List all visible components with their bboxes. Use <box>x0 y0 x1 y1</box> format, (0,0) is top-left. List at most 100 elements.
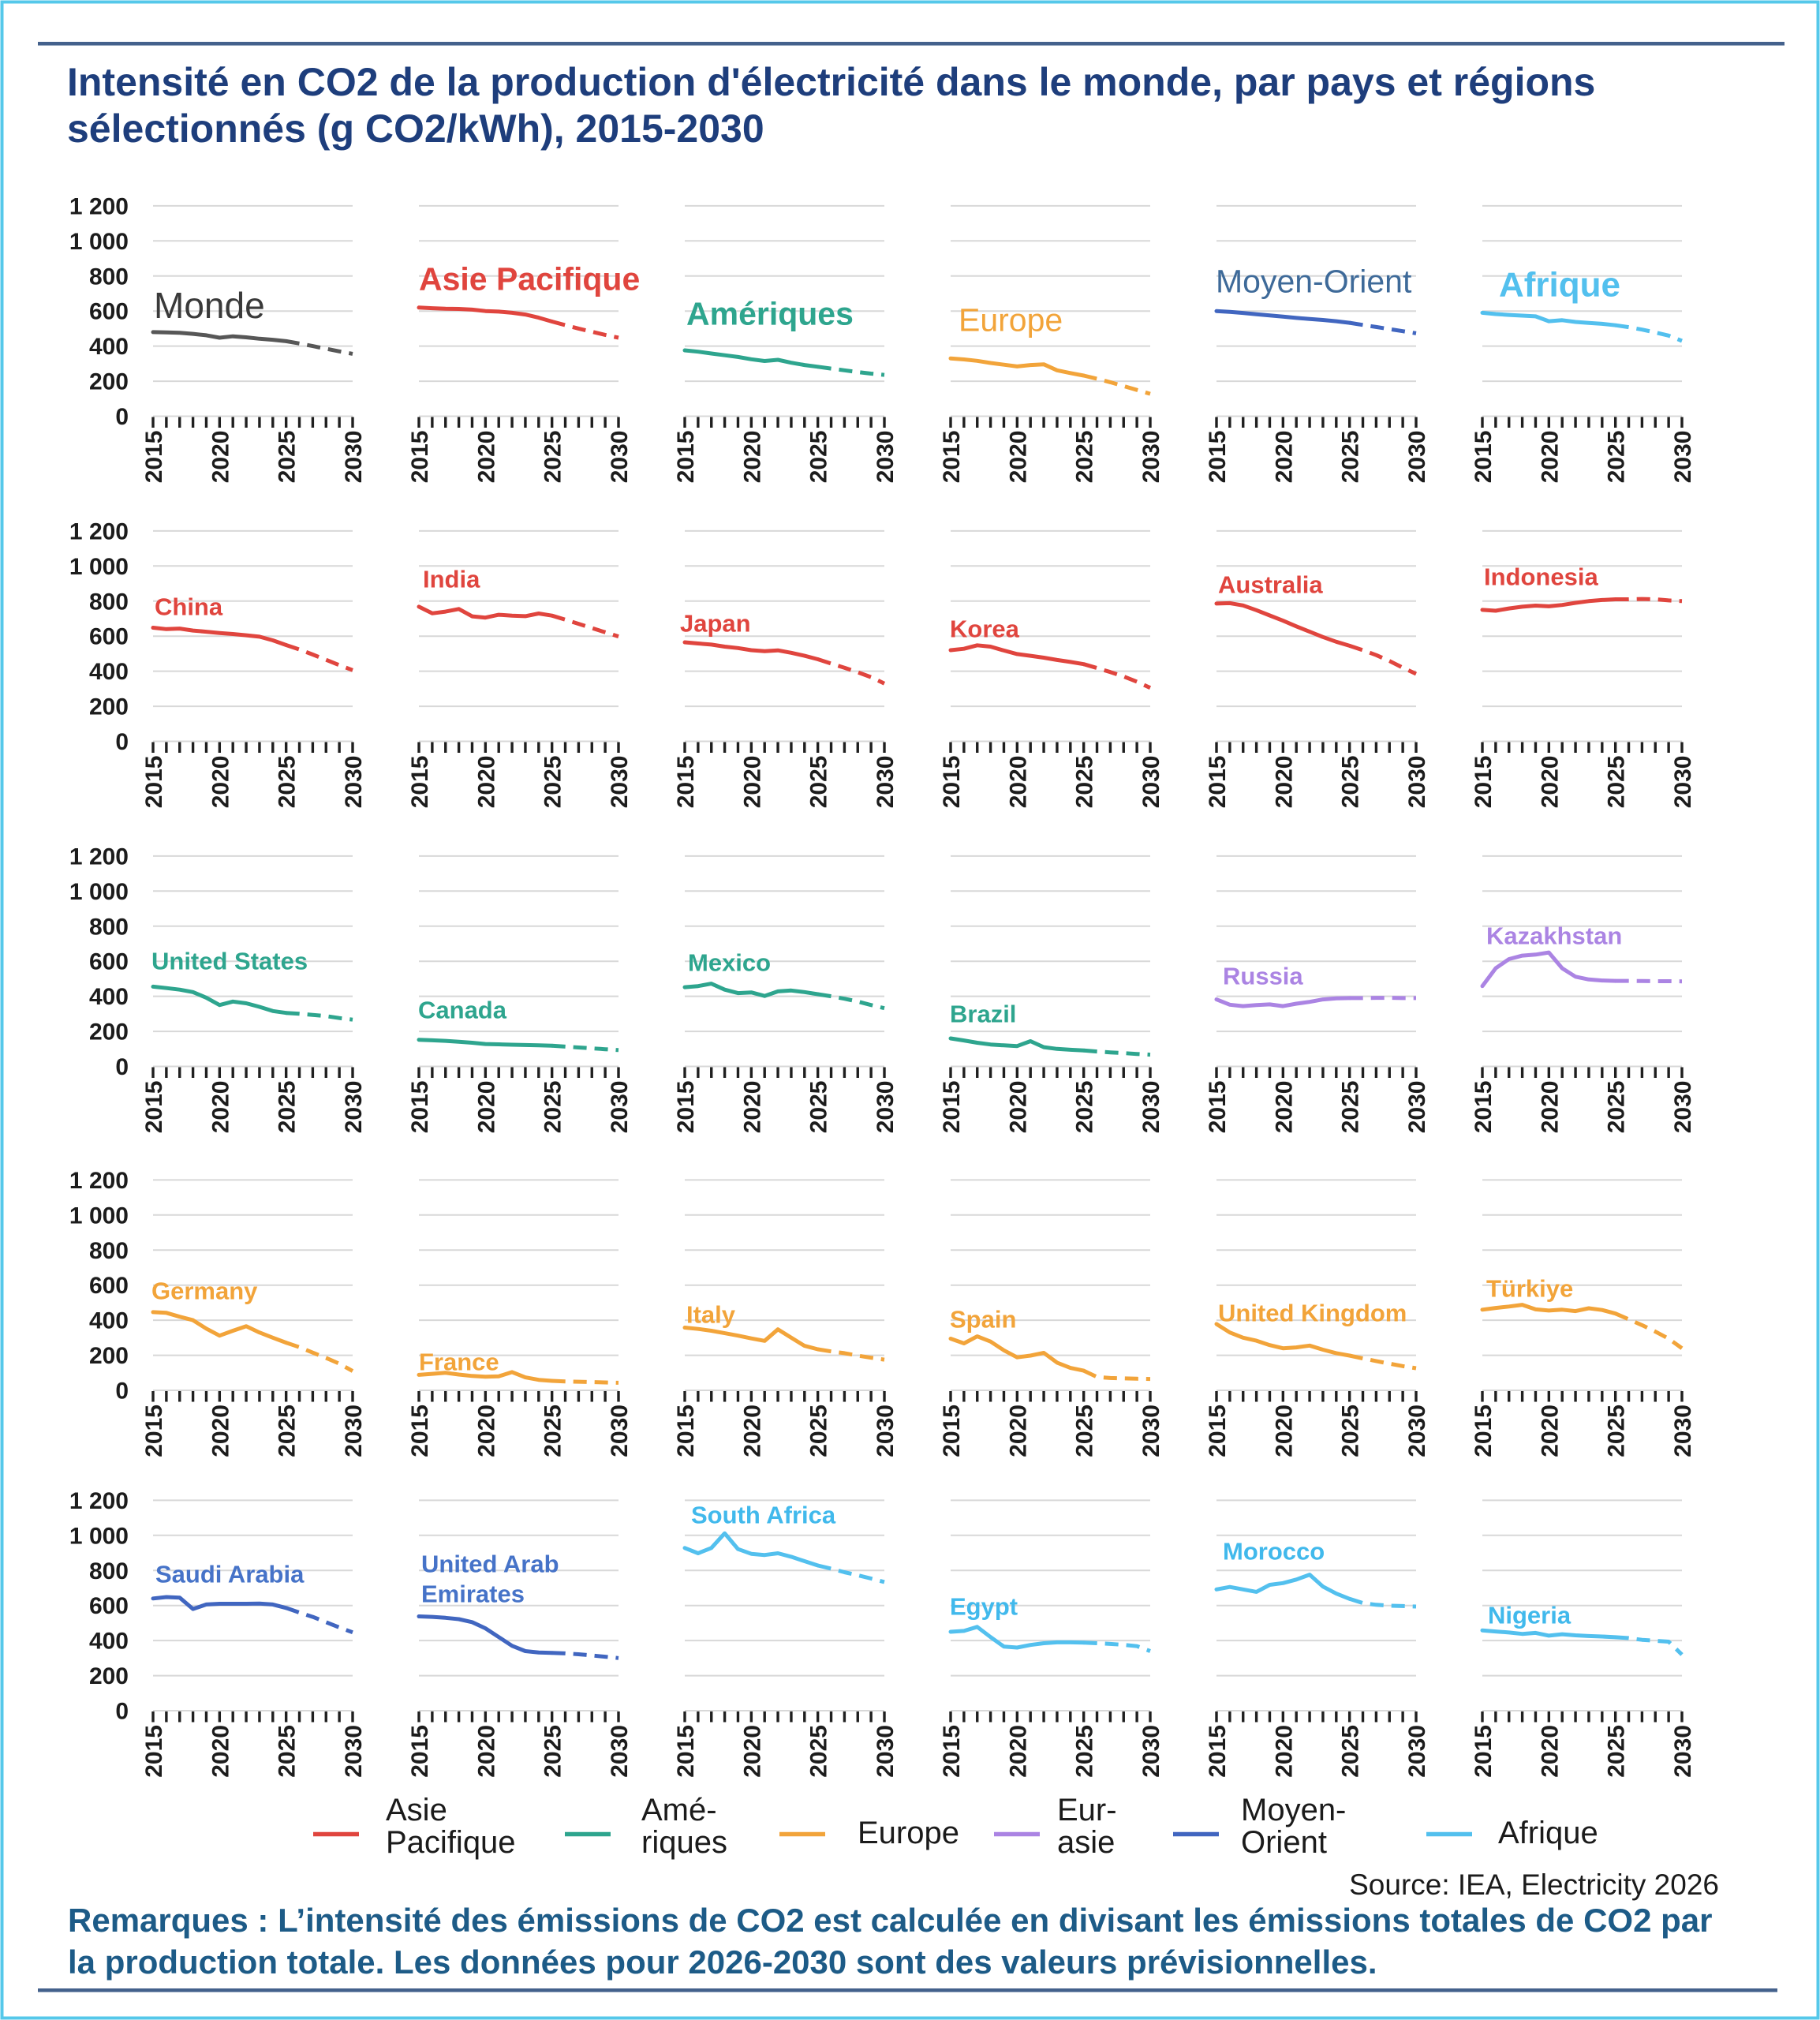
svg-text:2025: 2025 <box>1072 756 1098 809</box>
svg-text:2025: 2025 <box>275 431 301 484</box>
svg-text:2030: 2030 <box>1138 1081 1164 1134</box>
svg-text:0: 0 <box>115 1378 129 1405</box>
svg-text:United States: United States <box>151 947 308 974</box>
svg-text:200: 200 <box>89 1663 129 1689</box>
svg-text:2020: 2020 <box>1005 756 1031 809</box>
svg-text:2020: 2020 <box>473 756 499 809</box>
svg-text:2025: 2025 <box>1604 1725 1630 1778</box>
svg-text:2020: 2020 <box>1005 1081 1031 1134</box>
svg-text:2025: 2025 <box>1072 1405 1098 1457</box>
svg-text:2020: 2020 <box>473 1081 499 1134</box>
svg-text:2015: 2015 <box>673 756 699 809</box>
svg-text:2025: 2025 <box>1338 1081 1364 1134</box>
svg-text:sélectionnés (g CO2/kWh), 2015: sélectionnés (g CO2/kWh), 2015-2030 <box>67 107 764 151</box>
svg-text:2025: 2025 <box>540 1081 566 1134</box>
svg-text:2015: 2015 <box>1205 1405 1231 1457</box>
svg-text:2015: 2015 <box>939 1405 965 1457</box>
svg-text:800: 800 <box>89 1558 129 1584</box>
svg-text:400: 400 <box>89 1308 129 1334</box>
svg-text:2030: 2030 <box>1138 1405 1164 1457</box>
svg-text:800: 800 <box>89 264 129 290</box>
svg-text:2030: 2030 <box>341 1081 367 1134</box>
svg-text:2025: 2025 <box>1338 431 1364 484</box>
svg-text:Moyen-Orient: Moyen-Orient <box>1216 264 1412 300</box>
svg-text:400: 400 <box>89 1629 129 1655</box>
svg-text:1 200: 1 200 <box>69 193 129 219</box>
svg-text:2025: 2025 <box>540 756 566 809</box>
svg-text:Amé-: Amé- <box>641 1793 717 1827</box>
svg-text:200: 200 <box>89 1343 129 1369</box>
svg-text:2020: 2020 <box>739 1081 765 1134</box>
svg-text:Korea: Korea <box>950 615 1020 642</box>
svg-text:2015: 2015 <box>407 1081 433 1134</box>
svg-text:Morocco: Morocco <box>1223 1537 1325 1565</box>
svg-text:Nigeria: Nigeria <box>1488 1601 1571 1629</box>
svg-text:2015: 2015 <box>1205 756 1231 809</box>
svg-text:2030: 2030 <box>1138 1725 1164 1778</box>
svg-text:Source: IEA, Electricity 2026: Source: IEA, Electricity 2026 <box>1349 1868 1719 1901</box>
svg-text:China: China <box>155 593 223 620</box>
svg-text:2025: 2025 <box>1072 1081 1098 1134</box>
svg-text:1 000: 1 000 <box>69 1523 129 1549</box>
svg-text:600: 600 <box>89 624 129 650</box>
svg-text:800: 800 <box>89 1238 129 1264</box>
svg-text:2015: 2015 <box>1471 1405 1497 1457</box>
svg-text:2015: 2015 <box>407 1405 433 1457</box>
svg-text:400: 400 <box>89 984 129 1010</box>
svg-text:2015: 2015 <box>1205 1081 1231 1134</box>
svg-text:400: 400 <box>89 334 129 360</box>
svg-text:Mexico: Mexico <box>688 948 771 976</box>
svg-text:Russia: Russia <box>1223 962 1303 989</box>
svg-text:2015: 2015 <box>673 1081 699 1134</box>
svg-text:2025: 2025 <box>1604 1405 1630 1457</box>
svg-text:2020: 2020 <box>473 1405 499 1457</box>
svg-text:2030: 2030 <box>1404 756 1430 809</box>
svg-text:2020: 2020 <box>1537 431 1563 484</box>
svg-text:2030: 2030 <box>341 1725 367 1778</box>
svg-text:2025: 2025 <box>275 756 301 809</box>
svg-text:Remarques : L’intensité des ém: Remarques : L’intensité des émissions de… <box>68 1902 1712 1939</box>
svg-text:2025: 2025 <box>1338 756 1364 809</box>
svg-text:United Arab: United Arab <box>421 1550 559 1577</box>
svg-text:Türkiye: Türkiye <box>1486 1274 1573 1302</box>
svg-text:2030: 2030 <box>607 1405 633 1457</box>
svg-text:2020: 2020 <box>1271 756 1297 809</box>
svg-text:Eur-: Eur- <box>1057 1793 1117 1827</box>
svg-text:2030: 2030 <box>873 1081 899 1134</box>
svg-text:800: 800 <box>89 914 129 940</box>
svg-text:2020: 2020 <box>1537 756 1563 809</box>
svg-text:2015: 2015 <box>939 756 965 809</box>
svg-text:2030: 2030 <box>1670 1405 1696 1457</box>
svg-text:2015: 2015 <box>939 1081 965 1134</box>
svg-text:2025: 2025 <box>1338 1405 1364 1457</box>
svg-text:0: 0 <box>115 729 129 755</box>
svg-text:2020: 2020 <box>207 1725 234 1778</box>
svg-text:Egypt: Egypt <box>950 1592 1018 1620</box>
svg-text:Canada: Canada <box>418 996 507 1023</box>
svg-text:2020: 2020 <box>207 431 234 484</box>
svg-text:2020: 2020 <box>1005 431 1031 484</box>
svg-text:2020: 2020 <box>207 1081 234 1134</box>
svg-text:1 200: 1 200 <box>69 844 129 870</box>
svg-text:2015: 2015 <box>1205 1725 1231 1778</box>
svg-text:600: 600 <box>89 299 129 325</box>
svg-text:2015: 2015 <box>1471 756 1497 809</box>
svg-text:Europe: Europe <box>858 1816 959 1850</box>
svg-text:2030: 2030 <box>341 1405 367 1457</box>
svg-text:Afrique: Afrique <box>1498 1816 1598 1850</box>
svg-text:600: 600 <box>89 949 129 975</box>
svg-text:2020: 2020 <box>1271 1405 1297 1457</box>
svg-text:2015: 2015 <box>141 1725 167 1778</box>
svg-text:2030: 2030 <box>873 1725 899 1778</box>
svg-text:2030: 2030 <box>1404 1081 1430 1134</box>
svg-text:Spain: Spain <box>950 1305 1016 1333</box>
svg-text:2025: 2025 <box>540 431 566 484</box>
svg-text:South Africa: South Africa <box>691 1501 836 1528</box>
svg-text:2020: 2020 <box>1005 1725 1031 1778</box>
svg-text:2020: 2020 <box>739 756 765 809</box>
svg-text:600: 600 <box>89 1593 129 1619</box>
svg-text:200: 200 <box>89 369 129 395</box>
svg-text:1 200: 1 200 <box>69 1488 129 1514</box>
svg-text:2025: 2025 <box>806 431 832 484</box>
svg-text:1 000: 1 000 <box>69 1203 129 1229</box>
